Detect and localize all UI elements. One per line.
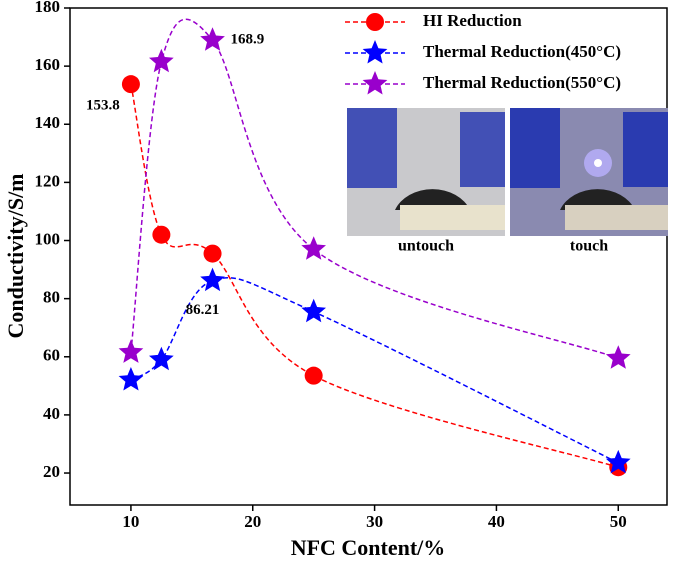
glove bbox=[510, 108, 560, 188]
circle-marker bbox=[304, 366, 323, 385]
star-marker bbox=[118, 339, 144, 363]
legend-label: HI Reduction bbox=[423, 11, 522, 30]
y-axis-label: Conductivity/S/m bbox=[3, 173, 28, 338]
glove bbox=[347, 108, 397, 188]
y-tick-label: 180 bbox=[35, 0, 61, 16]
sample bbox=[395, 189, 470, 210]
glove bbox=[460, 112, 505, 187]
legend-marker bbox=[362, 71, 388, 95]
star-marker bbox=[605, 345, 631, 369]
star-marker bbox=[149, 48, 174, 73]
ruler bbox=[400, 205, 505, 230]
legend-label: Thermal Reduction(550°C) bbox=[423, 73, 621, 92]
plot-frame bbox=[69, 7, 668, 506]
y-tick-label: 20 bbox=[43, 462, 60, 481]
y-tick-label: 60 bbox=[43, 346, 60, 365]
star-marker bbox=[301, 236, 326, 260]
star-marker bbox=[200, 267, 225, 292]
inset-photo: untouch touch bbox=[347, 108, 668, 255]
circle-marker bbox=[203, 244, 222, 263]
x-tick-label: 10 bbox=[122, 512, 139, 531]
y-tick-label: 100 bbox=[35, 229, 61, 248]
star-marker bbox=[149, 346, 174, 371]
star-marker bbox=[605, 449, 631, 474]
value-label: 86.21 bbox=[186, 302, 220, 318]
y-tick-label: 160 bbox=[35, 55, 61, 74]
circle-marker bbox=[121, 75, 140, 94]
x-tick-label: 40 bbox=[488, 512, 505, 531]
legend-marker bbox=[362, 40, 388, 64]
value-label: 153.8 bbox=[86, 98, 120, 114]
glove bbox=[623, 112, 668, 187]
x-tick-label: 20 bbox=[244, 512, 261, 531]
x-axis-label: NFC Content/% bbox=[291, 535, 446, 560]
y-tick-label: 120 bbox=[35, 171, 61, 190]
legend-marker bbox=[366, 13, 384, 31]
series-line bbox=[130, 277, 619, 464]
y-tick-label: 80 bbox=[43, 288, 60, 307]
inset-label: touch bbox=[570, 238, 608, 255]
y-tick-label: 140 bbox=[35, 113, 61, 132]
star-marker bbox=[301, 298, 326, 323]
x-tick-label: 50 bbox=[610, 512, 627, 531]
led bbox=[594, 159, 602, 167]
series-line bbox=[130, 18, 619, 359]
y-tick-label: 40 bbox=[43, 404, 60, 423]
value-label: 168.9 bbox=[231, 32, 265, 48]
x-tick-label: 30 bbox=[366, 512, 383, 531]
circle-marker bbox=[152, 225, 171, 244]
inset-label: untouch bbox=[398, 238, 454, 255]
legend-label: Thermal Reduction(450°C) bbox=[423, 42, 621, 61]
sample bbox=[560, 189, 635, 210]
star-marker bbox=[200, 27, 225, 51]
star-marker bbox=[118, 367, 144, 391]
ruler bbox=[565, 205, 668, 230]
